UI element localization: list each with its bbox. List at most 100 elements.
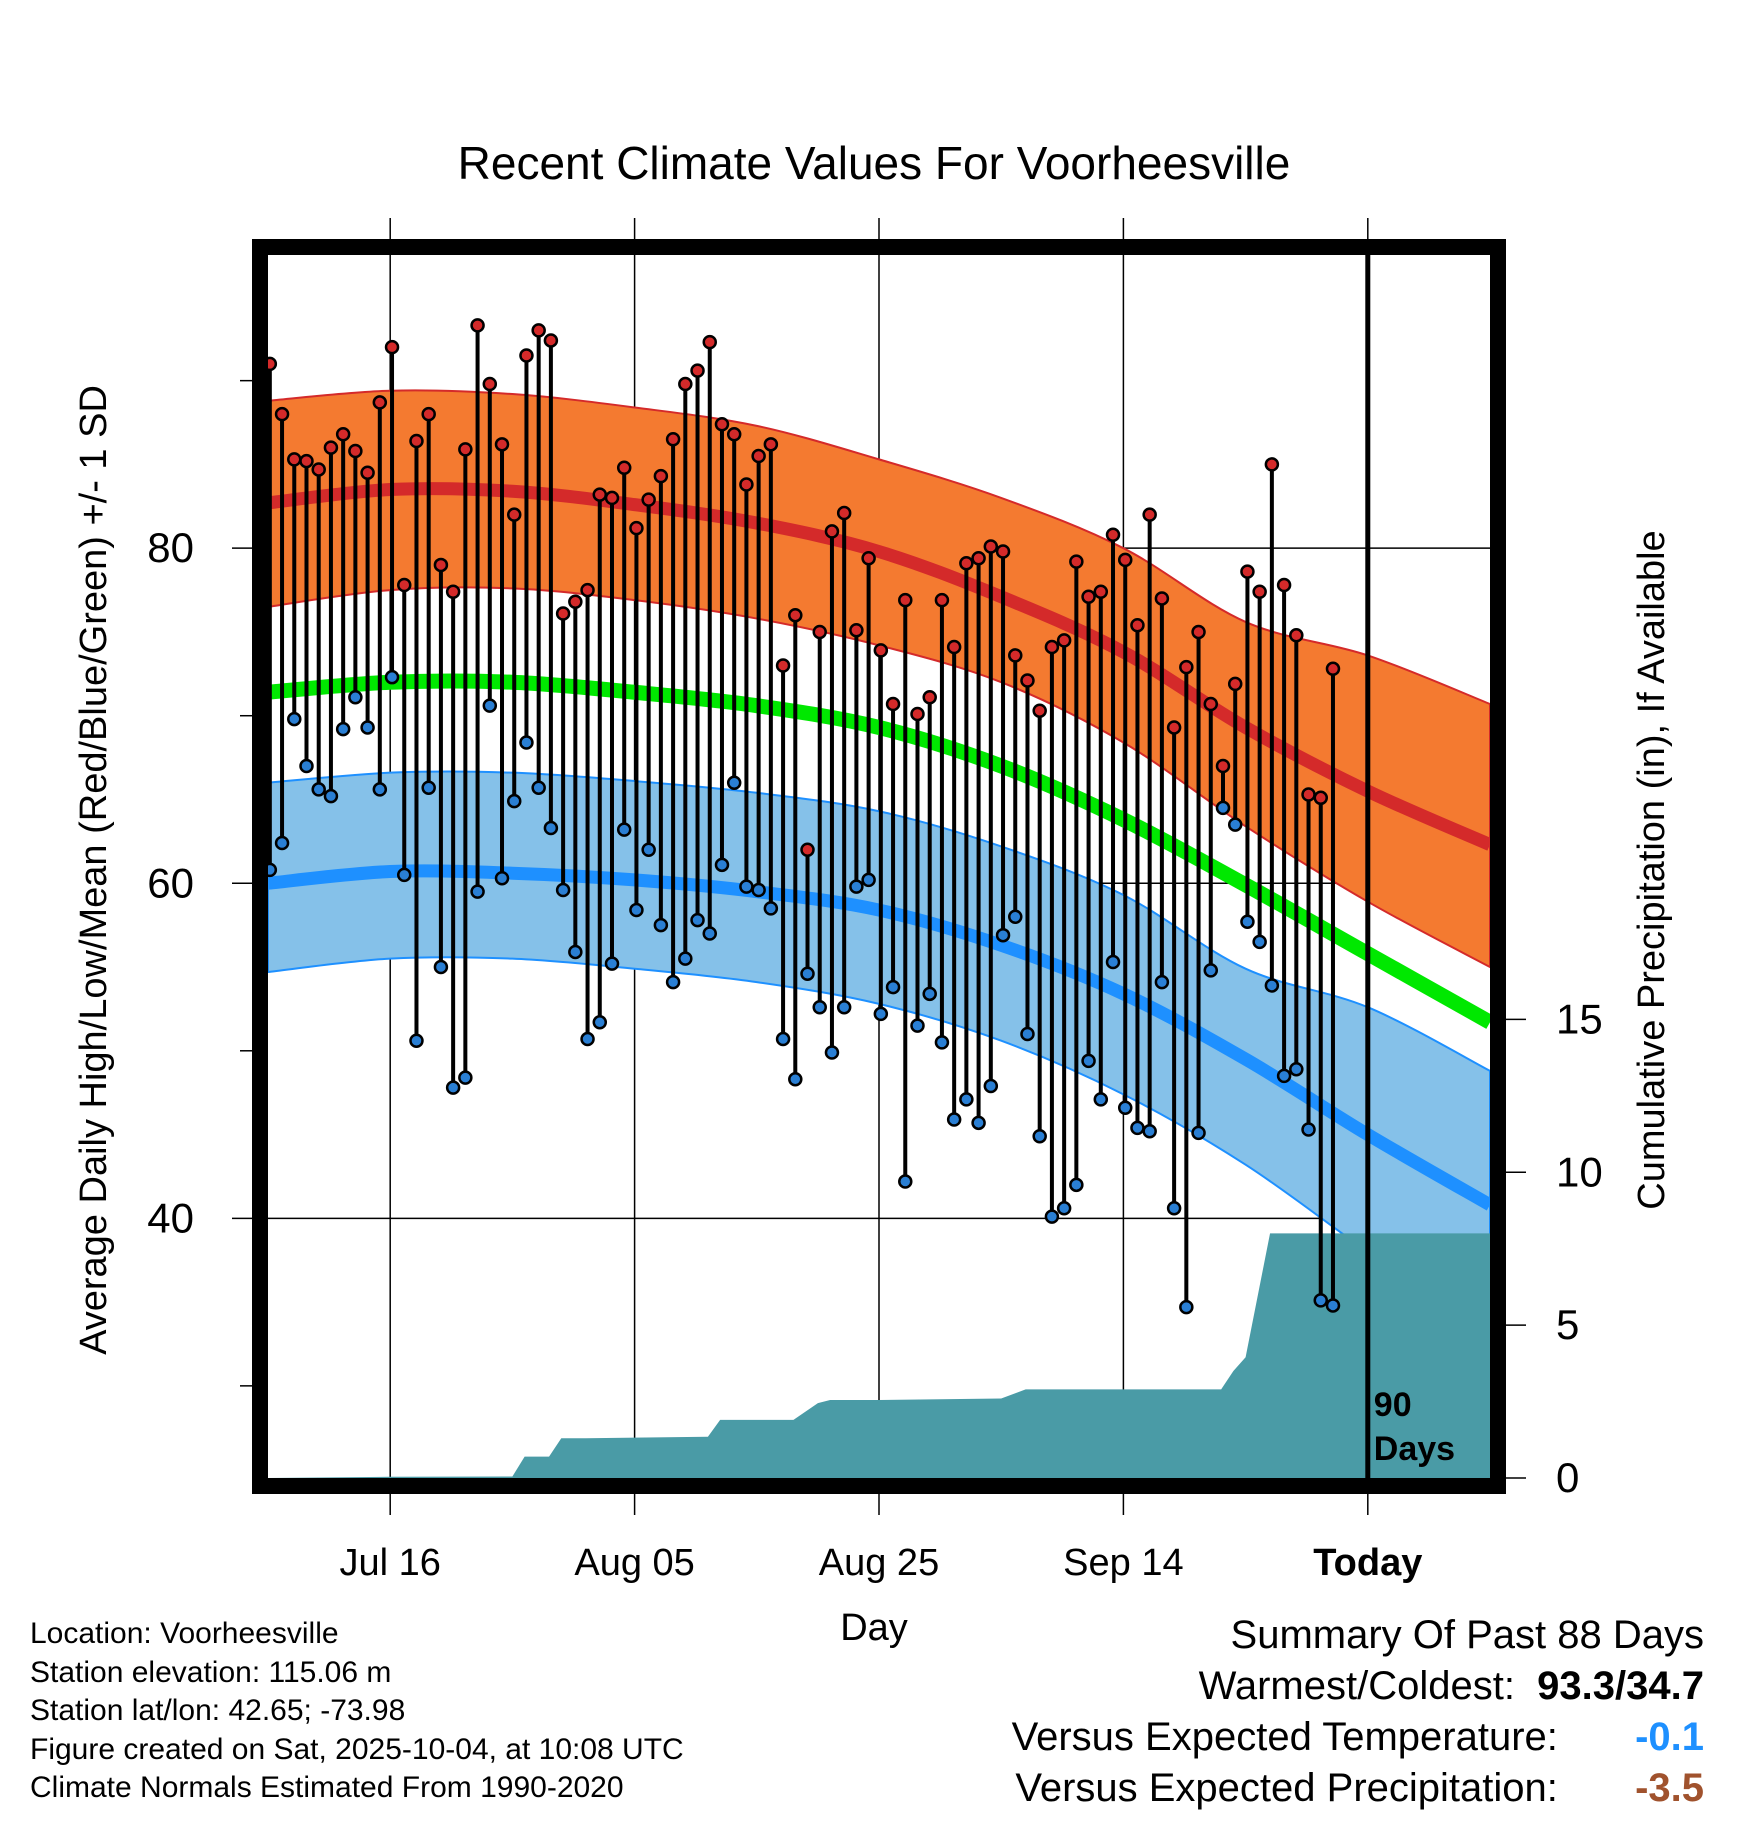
low-point: [482, 698, 498, 713]
high-point: [519, 348, 534, 363]
low-point: [824, 1045, 840, 1060]
low-point: [1313, 1293, 1329, 1308]
low-point: [384, 669, 400, 685]
low-point: [1325, 1298, 1341, 1313]
warm-cold-label: Warmest/Coldest:: [1198, 1664, 1515, 1708]
low-point: [1105, 954, 1121, 970]
high-point: [739, 477, 754, 492]
low-point: [1081, 1053, 1096, 1069]
high-point: [946, 639, 962, 655]
temp-label: Versus Expected Temperature:: [1011, 1715, 1558, 1759]
low-point: [360, 720, 375, 735]
high-point: [555, 606, 571, 621]
high-point: [714, 416, 730, 432]
summary-panel: Summary Of Past 88 Days Warmest/Coldest:…: [1012, 1610, 1704, 1814]
low-point: [1008, 909, 1023, 925]
low-point: [971, 1115, 986, 1131]
high-point: [1032, 703, 1047, 718]
high-point: [1142, 507, 1157, 522]
high-point: [1020, 673, 1035, 688]
high-point: [568, 594, 583, 610]
high-point: [1252, 584, 1267, 599]
high-point: [543, 333, 559, 348]
high-point: [616, 460, 632, 476]
high-point: [1276, 577, 1292, 593]
high-point: [641, 492, 656, 507]
high-point: [751, 448, 766, 464]
high-point: [934, 592, 950, 608]
high-point: [1264, 457, 1280, 472]
chart-title: Recent Climate Values For Voorheesville: [458, 137, 1291, 189]
high-point: [922, 690, 937, 705]
low-point: [494, 870, 510, 886]
daily-range-stems: [267, 325, 1335, 1308]
precip-value: -3.5: [1635, 1766, 1704, 1810]
low-point: [739, 879, 754, 894]
low-point: [543, 820, 559, 836]
low-point: [470, 884, 485, 899]
low-point: [1032, 1128, 1047, 1144]
low-point: [299, 758, 314, 774]
low-point: [775, 1031, 791, 1047]
low-point: [1056, 1201, 1072, 1216]
low-point: [885, 979, 901, 995]
high-point: [311, 462, 326, 477]
high-point: [1301, 787, 1316, 802]
summary-title: Summary Of Past 88 Days: [1230, 1613, 1704, 1657]
high-point: [604, 490, 620, 506]
high-point: [1313, 790, 1329, 806]
high-point: [372, 395, 388, 410]
y2-tick-label: 10: [1556, 1148, 1603, 1195]
summary-precip: Versus Expected Precipitation: -3.5: [1012, 1763, 1704, 1814]
summary-temp: Versus Expected Temperature: -0.1: [1012, 1712, 1704, 1763]
low-point: [1142, 1123, 1157, 1139]
warm-cold-value: 93.3/34.7: [1537, 1664, 1704, 1708]
low-point: [934, 1035, 950, 1050]
high-point: [995, 544, 1011, 559]
low-point: [946, 1112, 962, 1127]
high-point: [384, 339, 400, 355]
info-normals: Climate Normals Estimated From 1990-2020: [30, 1771, 624, 1804]
high-point: [348, 443, 363, 459]
high-point: [959, 556, 974, 571]
x-tick-label: Today: [1313, 1542, 1422, 1584]
low-point: [836, 999, 852, 1015]
low-point: [910, 1018, 925, 1033]
high-point: [653, 468, 669, 484]
high-point: [1179, 659, 1194, 675]
high-point: [665, 432, 681, 447]
high-point: [409, 433, 424, 449]
high-point: [433, 557, 449, 573]
high-point: [726, 427, 742, 442]
x-tick-label: Jul 16: [339, 1542, 440, 1584]
high-point: [1154, 591, 1170, 606]
low-point: [653, 917, 669, 933]
high-point: [592, 487, 608, 502]
high-point: [470, 318, 485, 333]
high-point: [1240, 564, 1255, 579]
y-tick-label: 80: [147, 524, 194, 571]
high-point: [274, 406, 290, 422]
high-point: [335, 427, 351, 442]
daily-points: [262, 318, 1341, 1315]
low-point: [861, 872, 876, 888]
high-point: [494, 437, 510, 452]
high-point: [800, 842, 815, 857]
low-point: [1130, 1120, 1145, 1136]
high-point: [360, 465, 375, 481]
low-point: [397, 867, 412, 883]
high-point: [1008, 648, 1023, 663]
low-point: [1179, 1299, 1194, 1315]
temp-value: -0.1: [1635, 1715, 1704, 1759]
high-point: [1166, 720, 1182, 735]
low-point: [959, 1092, 974, 1107]
low-point: [335, 721, 351, 737]
high-point: [1069, 554, 1084, 569]
high-point: [812, 624, 827, 640]
plot-frame: [252, 239, 1506, 1494]
summary-warm-cold: Warmest/Coldest: 93.3/34.7: [1012, 1661, 1704, 1712]
low-point: [1020, 1026, 1035, 1042]
low-point: [555, 882, 571, 898]
y2-axis-label: Cumulative Precipitation (in), If Availa…: [1631, 530, 1673, 1209]
high-point: [1215, 758, 1231, 774]
